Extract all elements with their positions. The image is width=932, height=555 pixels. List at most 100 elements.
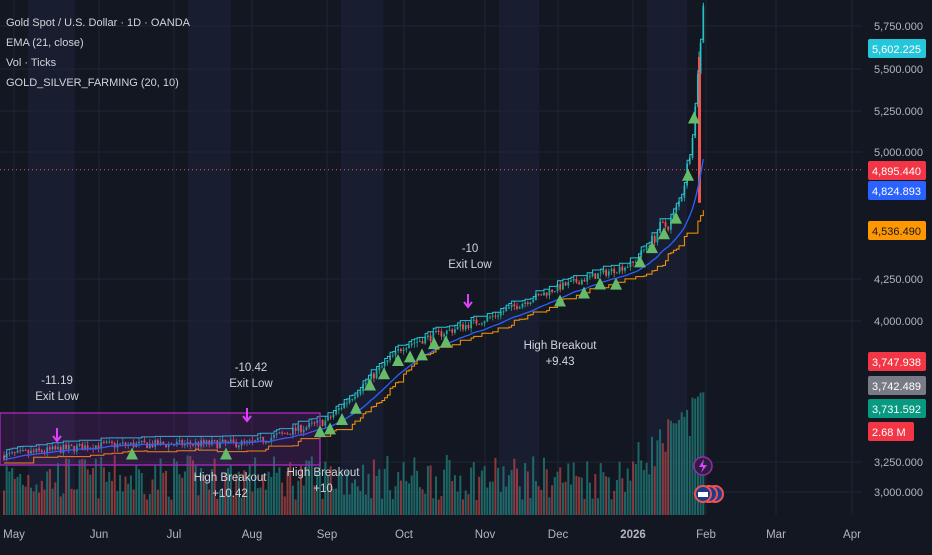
legend-ema[interactable]: EMA (21, close) xyxy=(6,37,84,49)
volume-bar xyxy=(432,498,435,515)
exit-annotation: -11.19 xyxy=(41,375,73,387)
volume-bar xyxy=(570,484,572,515)
volume-bar xyxy=(478,476,481,515)
volume-bar xyxy=(362,464,365,515)
candle-body xyxy=(216,440,219,448)
signal-triangle xyxy=(126,447,138,460)
volume-bar xyxy=(583,498,586,515)
volume-bar xyxy=(375,475,378,515)
signal-triangle xyxy=(350,401,362,414)
volume-bar xyxy=(559,467,562,515)
time-tick-label: Dec xyxy=(548,529,569,541)
volume-bar xyxy=(310,456,313,515)
symbol-title[interactable]: Gold Spot / U.S. Dollar · 1D · OANDA xyxy=(6,17,190,29)
candle-body xyxy=(140,440,143,442)
candle-body xyxy=(413,342,416,344)
candle-body xyxy=(483,321,486,324)
candle-body xyxy=(186,442,189,444)
candle-body xyxy=(138,441,140,444)
price-tick-label: 5,500.000 xyxy=(874,64,923,76)
price-label-text: 2.68 M xyxy=(872,427,906,439)
volume-bar xyxy=(240,497,243,515)
candle-body xyxy=(178,440,181,442)
signal-triangle xyxy=(364,378,376,391)
candle-body xyxy=(575,278,578,283)
candle-body xyxy=(427,335,429,338)
candle-body xyxy=(634,262,637,264)
exit-annotation: -10 xyxy=(462,243,479,255)
volume-bar xyxy=(73,489,76,515)
volume-bar xyxy=(21,484,24,515)
volume-bar xyxy=(127,483,130,515)
candle-body xyxy=(470,320,472,329)
candle-body xyxy=(148,443,151,449)
volume-bar xyxy=(202,474,205,515)
candle-body xyxy=(246,440,248,442)
candle-body xyxy=(286,433,289,435)
candle-body xyxy=(219,441,221,448)
candle-body xyxy=(643,249,645,251)
candle-body xyxy=(316,420,319,423)
volume-bar xyxy=(578,476,581,515)
volume-bar xyxy=(364,494,367,515)
volume-bar xyxy=(178,474,181,515)
candle-body xyxy=(567,281,570,286)
candle-body xyxy=(8,452,11,454)
volume-bars xyxy=(3,392,705,515)
legend-indicator[interactable]: GOLD_SILVER_FARMING (20, 10) xyxy=(6,77,179,89)
candle-body xyxy=(526,302,529,304)
signal-triangle xyxy=(428,337,440,350)
volume-bar xyxy=(3,490,5,515)
volume-bar xyxy=(543,457,545,515)
volume-bar xyxy=(470,467,473,515)
volume-bar xyxy=(556,471,559,515)
time-tick-label: Mar xyxy=(766,529,786,541)
volume-bar xyxy=(286,471,289,515)
volume-bar xyxy=(586,461,589,515)
volume-bar xyxy=(75,489,78,515)
candle-body xyxy=(367,379,370,383)
candle-body xyxy=(521,303,524,308)
volume-bar xyxy=(580,477,583,515)
candle-body xyxy=(680,197,683,202)
volume-bar xyxy=(48,468,51,515)
candle-body xyxy=(589,276,591,278)
candle-body xyxy=(248,440,251,442)
volume-bar xyxy=(624,491,626,515)
volume-bar xyxy=(297,480,300,515)
candle-body xyxy=(157,440,159,446)
signal-triangle xyxy=(646,241,658,254)
volume-bar xyxy=(243,470,246,515)
candle-body xyxy=(346,402,348,404)
price-label-label: 3,742.489 xyxy=(868,376,926,395)
signal-triangle xyxy=(658,227,670,240)
volume-bar xyxy=(648,474,651,515)
volume-bar xyxy=(378,469,381,515)
volume-bar xyxy=(62,493,65,515)
volume-bar xyxy=(262,474,265,515)
candle-body xyxy=(192,444,194,446)
price-label-text: 3,742.489 xyxy=(872,381,921,393)
volume-bar xyxy=(610,499,613,515)
time-tick-label: Jul xyxy=(167,529,182,541)
candle-body xyxy=(537,294,540,296)
candle-body xyxy=(354,396,356,399)
time-tick-label: Nov xyxy=(475,529,496,541)
volume-bar xyxy=(359,491,362,515)
entry-annotation: High Breakout xyxy=(287,467,361,479)
candle-body xyxy=(281,432,283,434)
candle-body xyxy=(478,323,481,325)
volume-bar xyxy=(165,470,167,515)
signal-triangle xyxy=(404,350,416,363)
volume-bar xyxy=(575,475,578,515)
volume-bar xyxy=(11,468,14,515)
candle-body xyxy=(235,441,238,448)
signal-triangle xyxy=(314,425,326,438)
candle-body xyxy=(429,335,432,341)
volume-bar xyxy=(456,491,459,515)
volume-bar xyxy=(464,490,467,515)
legend-volume[interactable]: Vol · Ticks xyxy=(6,57,57,69)
candle-body xyxy=(383,362,386,367)
